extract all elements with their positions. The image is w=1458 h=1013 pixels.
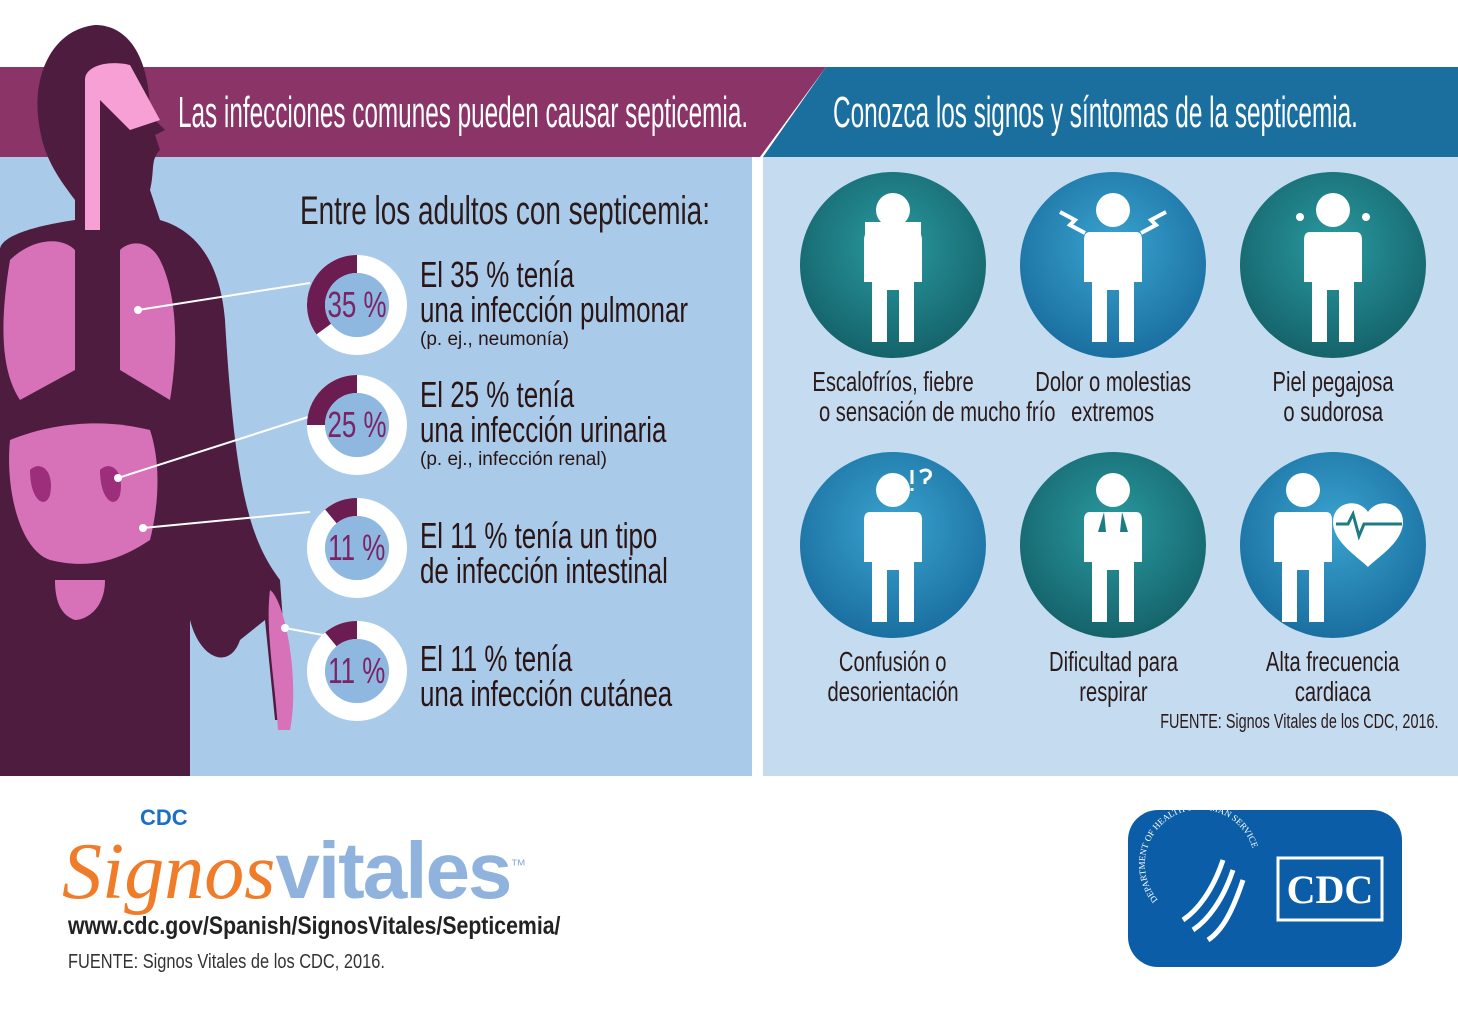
donut-arc	[307, 375, 358, 426]
logo-signos: Signos	[62, 828, 276, 916]
donut-chart: 11 %	[307, 621, 407, 721]
connector-lines	[114, 282, 329, 637]
donut-chart: 11 %	[307, 498, 407, 598]
donut-label: 11 %	[328, 527, 386, 568]
sweating-person-icon	[1240, 172, 1426, 358]
right-source: FUENTE: Signos Vitales de los CDC, 2016.	[1159, 711, 1438, 733]
logo-cdc-text: CDC	[140, 805, 188, 830]
stat-line1: El 11 % tenía	[420, 638, 573, 679]
symptom-label: Dolor o molestias extremos	[1035, 366, 1191, 427]
stat-line2: una infección pulmonar	[420, 289, 689, 330]
heart-rate-person-icon	[1240, 452, 1426, 638]
stat-line1: El 35 % tenía	[420, 254, 575, 295]
breathing-person-icon	[1020, 452, 1206, 638]
stat-note: (p. ej., infección renal)	[420, 449, 607, 470]
symptom-label: Confusión o desorientación	[827, 646, 959, 707]
right-header-title: Conozca los signos y síntomas de la sept…	[833, 88, 1358, 137]
footer-url-link[interactable]: www.cdc.gov/Spanish/SignosVitales/Septic…	[68, 912, 561, 940]
donut-arc	[307, 255, 358, 335]
header-banners	[0, 67, 1458, 157]
left-header-title: Las infecciones comunes pueden causar se…	[178, 88, 749, 137]
stat-note: (p. ej., neumonía)	[420, 329, 569, 350]
donut-arc	[325, 498, 358, 524]
donut-label: 35 %	[327, 284, 387, 325]
symptom-label: Dificultad para respirar	[1048, 646, 1178, 707]
donut-chart: 35 %	[307, 255, 407, 355]
footer-source: FUENTE: Signos Vitales de los CDC, 2016.	[68, 951, 385, 973]
donut-arc	[325, 621, 358, 647]
stat-text: El 25 % tenía una infección urinaria (p.…	[420, 377, 762, 471]
stat-line1: El 25 % tenía	[420, 374, 575, 415]
donut-chart: 25 %	[307, 375, 407, 475]
right-header-bg	[763, 67, 1458, 157]
pain-person-icon	[1020, 172, 1206, 358]
stat-text: El 11 % tenía un tipo de infección intes…	[420, 515, 764, 591]
symptom-label: Escalofríos, fiebre o sensación de mucho …	[812, 366, 1056, 427]
symptom-label: Alta frecuencia cardiaca	[1266, 646, 1400, 707]
donut-label: 25 %	[327, 404, 387, 445]
left-header-bg	[0, 67, 826, 157]
subheading: Entre los adultos con septicemia:	[300, 189, 710, 233]
hhs-eagle-icon: DEPARTMENT OF HEALTH & HUMAN SERVICES · …	[1125, 801, 1384, 943]
cdc-badge-text: CDC	[1287, 867, 1374, 912]
body-silhouette	[0, 25, 294, 776]
hhs-cdc-logo: DEPARTMENT OF HEALTH & HUMAN SERVICES · …	[1125, 801, 1402, 967]
stat-line2: una infección urinaria	[420, 409, 667, 450]
stat-line2: una infección cutánea	[420, 673, 673, 714]
logo-tm: ™	[510, 857, 527, 875]
stat-line1: El 11 % tenía un tipo	[420, 515, 658, 556]
stat-line2: de infección intestinal	[420, 550, 668, 591]
stat-text: El 11 % tenía una infección cutánea	[420, 638, 770, 714]
shivering-person-icon	[800, 172, 986, 358]
donut-label: 11 %	[328, 650, 386, 691]
logo-vitales: vitales	[275, 826, 512, 915]
confused-person-icon	[800, 452, 986, 638]
signos-vitales-logo: Signosvitales™	[62, 831, 527, 913]
symptom-label: Piel pegajosa o sudorosa	[1272, 366, 1394, 427]
stat-text: El 35 % tenía una infección pulmonar (p.…	[420, 257, 792, 351]
